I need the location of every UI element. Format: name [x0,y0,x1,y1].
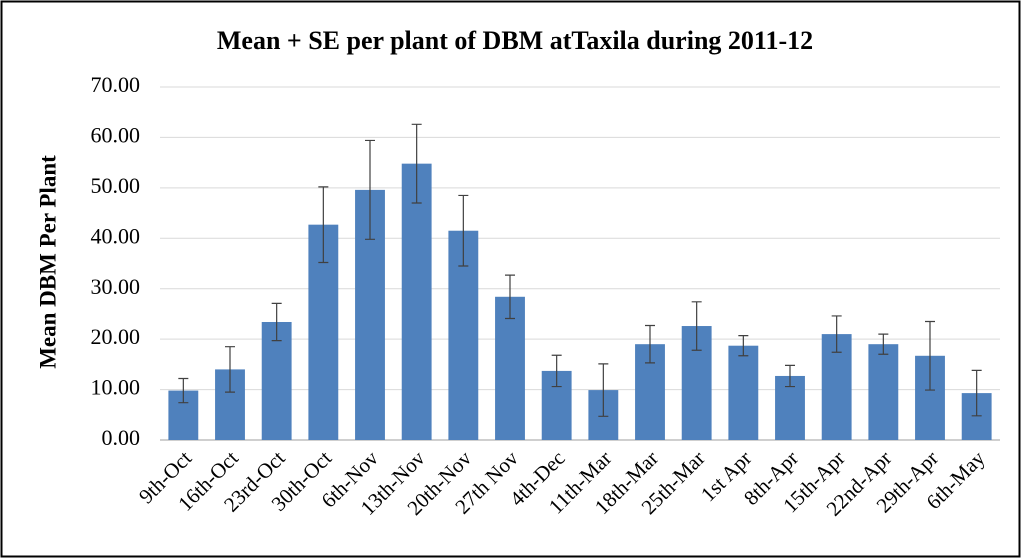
y-tick-label: 20.00 [91,324,141,349]
error-bar [318,186,329,264]
error-bar [598,363,609,417]
y-tick-label: 50.00 [91,173,141,198]
y-tick-label: 60.00 [91,122,141,147]
error-bar [785,364,795,388]
error-bar [365,139,375,240]
error-bar [738,335,749,357]
error-bar [505,274,515,320]
error-bar [925,320,935,391]
bar [261,321,292,440]
chart-title: Mean + SE per plant of DBM atTaxila duri… [217,26,813,55]
error-bar [411,123,422,204]
error-bar [178,377,189,404]
error-bar [971,369,982,417]
y-tick-label: 0.00 [102,425,141,450]
y-axis-label: Mean DBM Per Plant [35,155,60,369]
y-tick-label: 10.00 [91,375,141,400]
error-bar [691,301,702,351]
error-bar [878,333,889,355]
error-bar [645,324,655,364]
error-bar [458,194,469,267]
y-tick-label: 30.00 [91,274,141,299]
error-bar [551,354,562,388]
bar [401,163,432,440]
bar [495,296,525,440]
bar [868,344,899,440]
y-tick-label: 70.00 [91,72,141,97]
error-bar [831,315,842,353]
error-bar [225,346,235,393]
marks [168,123,992,440]
error-bar [271,302,282,342]
y-tick-label: 40.00 [91,223,141,248]
bar [728,345,759,440]
grid [160,86,1000,441]
